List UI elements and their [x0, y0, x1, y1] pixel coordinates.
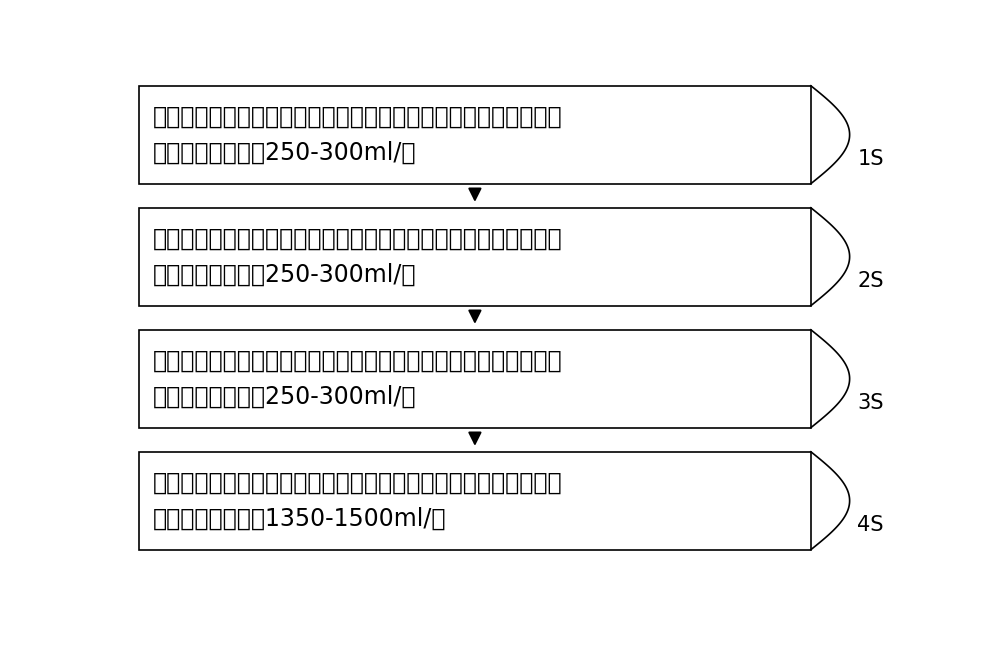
- Bar: [139, 208, 811, 306]
- Text: 4S: 4S: [857, 515, 884, 535]
- Text: 在发叶期对柑橘植株进行二氧化碳捕集剂的加水喷雾，其中二氧化: 在发叶期对柑橘植株进行二氧化碳捕集剂的加水喷雾，其中二氧化: [153, 105, 563, 129]
- Text: 在坐果期对柑橘植株进行二氧化碳捕集剂的加水喷雾，其中二氧化: 在坐果期对柑橘植株进行二氧化碳捕集剂的加水喷雾，其中二氧化: [153, 349, 563, 373]
- Text: 碳捕集剂的用量为250-300ml/亩: 碳捕集剂的用量为250-300ml/亩: [153, 384, 416, 408]
- Text: 1S: 1S: [857, 149, 884, 169]
- Text: 在开花期对柑橘植株进行二氧化碳捕集剂的加水喷雾，其中二氧化: 在开花期对柑橘植株进行二氧化碳捕集剂的加水喷雾，其中二氧化: [153, 227, 563, 251]
- Text: 碳捕集剂的用量为250-300ml/亩: 碳捕集剂的用量为250-300ml/亩: [153, 140, 416, 164]
- Bar: [139, 86, 811, 184]
- Text: 碳捕集剂的用量为1350-1500ml/亩: 碳捕集剂的用量为1350-1500ml/亩: [153, 507, 446, 530]
- Text: 碳捕集剂的用量为250-300ml/亩: 碳捕集剂的用量为250-300ml/亩: [153, 262, 416, 286]
- Text: 2S: 2S: [857, 271, 884, 291]
- Bar: [139, 330, 811, 428]
- Text: 3S: 3S: [857, 393, 884, 413]
- Bar: [139, 452, 811, 550]
- Text: 在果实膨大期对柑橘植株进行二氧化碳捕集剂的加水喷雾，二氧化: 在果实膨大期对柑橘植株进行二氧化碳捕集剂的加水喷雾，二氧化: [153, 471, 563, 495]
